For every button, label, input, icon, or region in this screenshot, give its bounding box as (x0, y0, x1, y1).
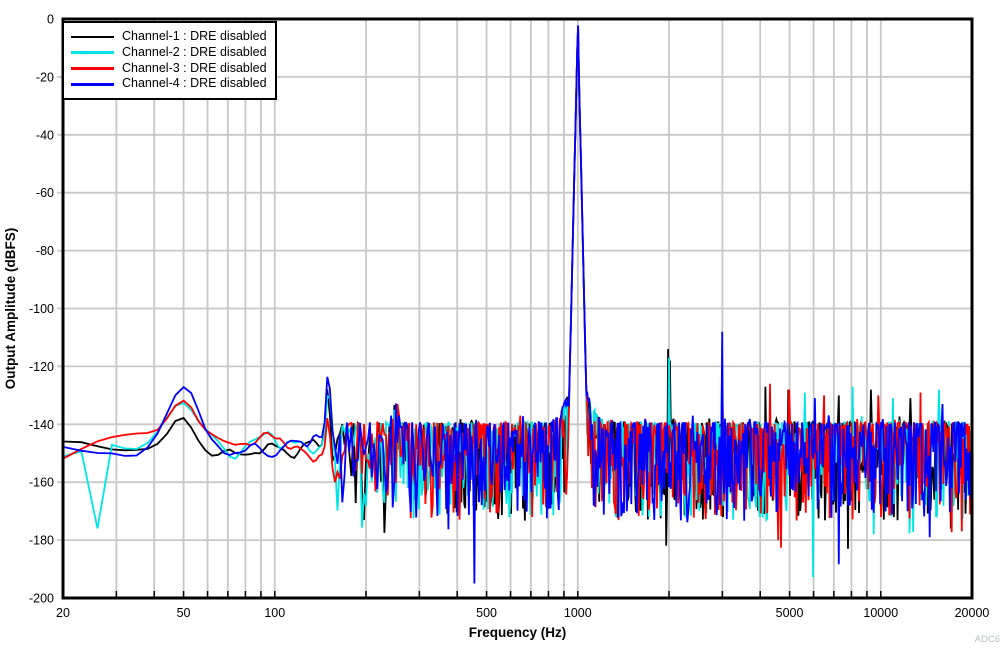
series-traces (62, 25, 973, 584)
gridlines (57, 19, 972, 598)
legend-label: Channel-3 : DRE disabled (122, 60, 267, 75)
legend-item-channel-1: Channel-1 : DRE disabled (71, 29, 275, 45)
x-tick-label: 50 (177, 606, 191, 620)
y-tick-label: -140 (29, 418, 54, 432)
legend-label: Channel-4 : DRE disabled (122, 76, 267, 91)
series-line-channel-4 (62, 25, 973, 584)
y-tick-label: -160 (29, 476, 54, 490)
legend-label: Channel-1 : DRE disabled (122, 29, 267, 43)
legend-item-channel-3: Channel-3 : DRE disabled (71, 61, 275, 77)
axis-ticks (115, 591, 882, 597)
legend-item-channel-2: Channel-2 : DRE disabled (71, 45, 275, 61)
x-tick-label: 500 (476, 606, 497, 620)
chart-legend: Channel-1 : DRE disabled Channel-2 : DRE … (62, 21, 277, 100)
y-tick-label: 0 (47, 13, 54, 27)
y-tick-label: -60 (36, 186, 54, 200)
x-axis-title: Frequency (Hz) (469, 625, 567, 640)
legend-line-sample (71, 35, 114, 39)
x-tick-label: 20 (56, 606, 70, 620)
y-tick-label: -120 (29, 360, 54, 374)
legend-line-sample (71, 51, 114, 54)
x-tick-label: 20000 (955, 606, 990, 620)
x-tick-label: 10000 (863, 606, 898, 620)
x-tick-label: 1000 (564, 606, 592, 620)
figure-watermark: ADC6 (974, 634, 1000, 645)
legend-line-sample (71, 82, 114, 86)
plot-frame (61, 17, 974, 600)
y-tick-label: -40 (36, 128, 54, 142)
x-tick-label: 5000 (776, 606, 804, 620)
legend-label: Channel-2 : DRE disabled (122, 44, 267, 59)
legend-line-sample (71, 67, 114, 70)
y-tick-label: -100 (29, 302, 54, 316)
y-axis-title: Output Amplitude (dBFS) (3, 228, 18, 389)
x-tick-label: 100 (264, 606, 285, 620)
y-tick-label: -180 (29, 534, 54, 548)
y-tick-label: -200 (29, 592, 54, 606)
y-tick-label: -80 (36, 244, 54, 258)
y-tick-label: -20 (36, 70, 54, 84)
legend-item-channel-4: Channel-4 : DRE disabled (71, 76, 275, 92)
